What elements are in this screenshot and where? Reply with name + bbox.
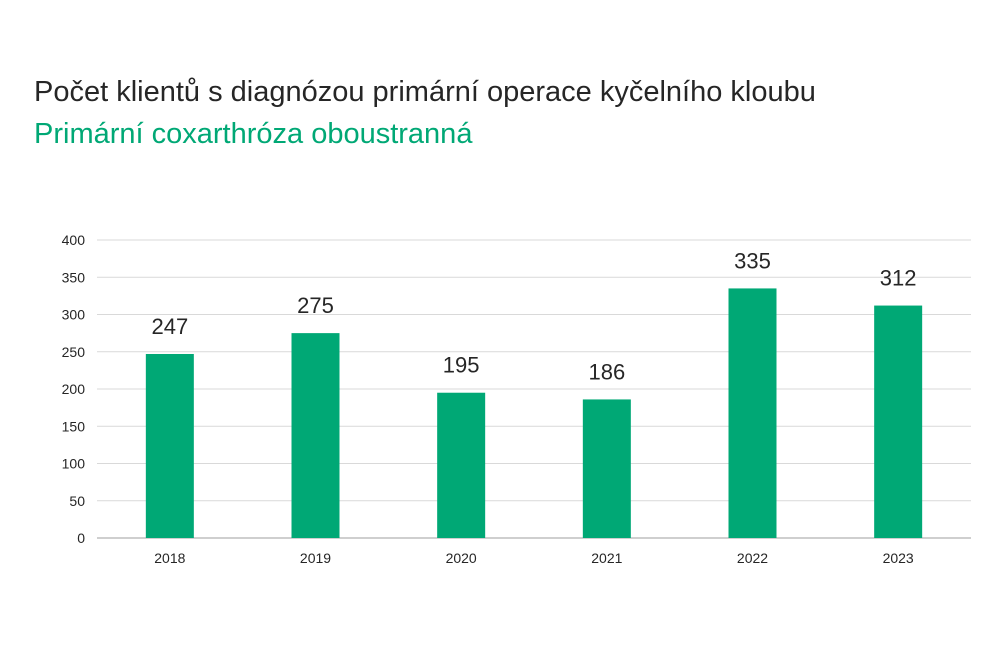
bar <box>145 353 194 538</box>
x-tick-label: 2019 <box>300 550 331 566</box>
y-tick-label: 100 <box>62 456 86 472</box>
data-label: 247 <box>151 314 188 339</box>
x-tick-label: 2020 <box>446 550 477 566</box>
y-tick-label: 50 <box>69 493 85 509</box>
bar <box>291 333 340 538</box>
bar <box>874 305 923 538</box>
y-tick-label: 150 <box>62 418 86 434</box>
y-tick-label: 300 <box>62 307 86 323</box>
data-label: 186 <box>588 359 625 384</box>
x-tick-label: 2018 <box>154 550 185 566</box>
x-tick-label: 2023 <box>883 550 914 566</box>
bar <box>582 399 631 538</box>
y-tick-label: 200 <box>62 381 86 397</box>
y-tick-label: 400 <box>62 232 86 248</box>
bar <box>437 392 486 538</box>
x-tick-label: 2022 <box>737 550 768 566</box>
y-tick-label: 350 <box>62 269 86 285</box>
y-tick-label: 250 <box>62 344 86 360</box>
data-label: 335 <box>734 248 771 273</box>
data-label: 195 <box>443 353 480 378</box>
data-label: 275 <box>297 293 334 318</box>
chart-subtitle: Primární coxarthróza oboustranná <box>34 118 473 150</box>
data-label: 312 <box>880 266 917 291</box>
y-tick-label: 0 <box>77 530 85 546</box>
chart-title: Počet klientů s diagnózou primární opera… <box>34 76 816 108</box>
bar <box>728 288 777 538</box>
x-tick-label: 2021 <box>591 550 622 566</box>
